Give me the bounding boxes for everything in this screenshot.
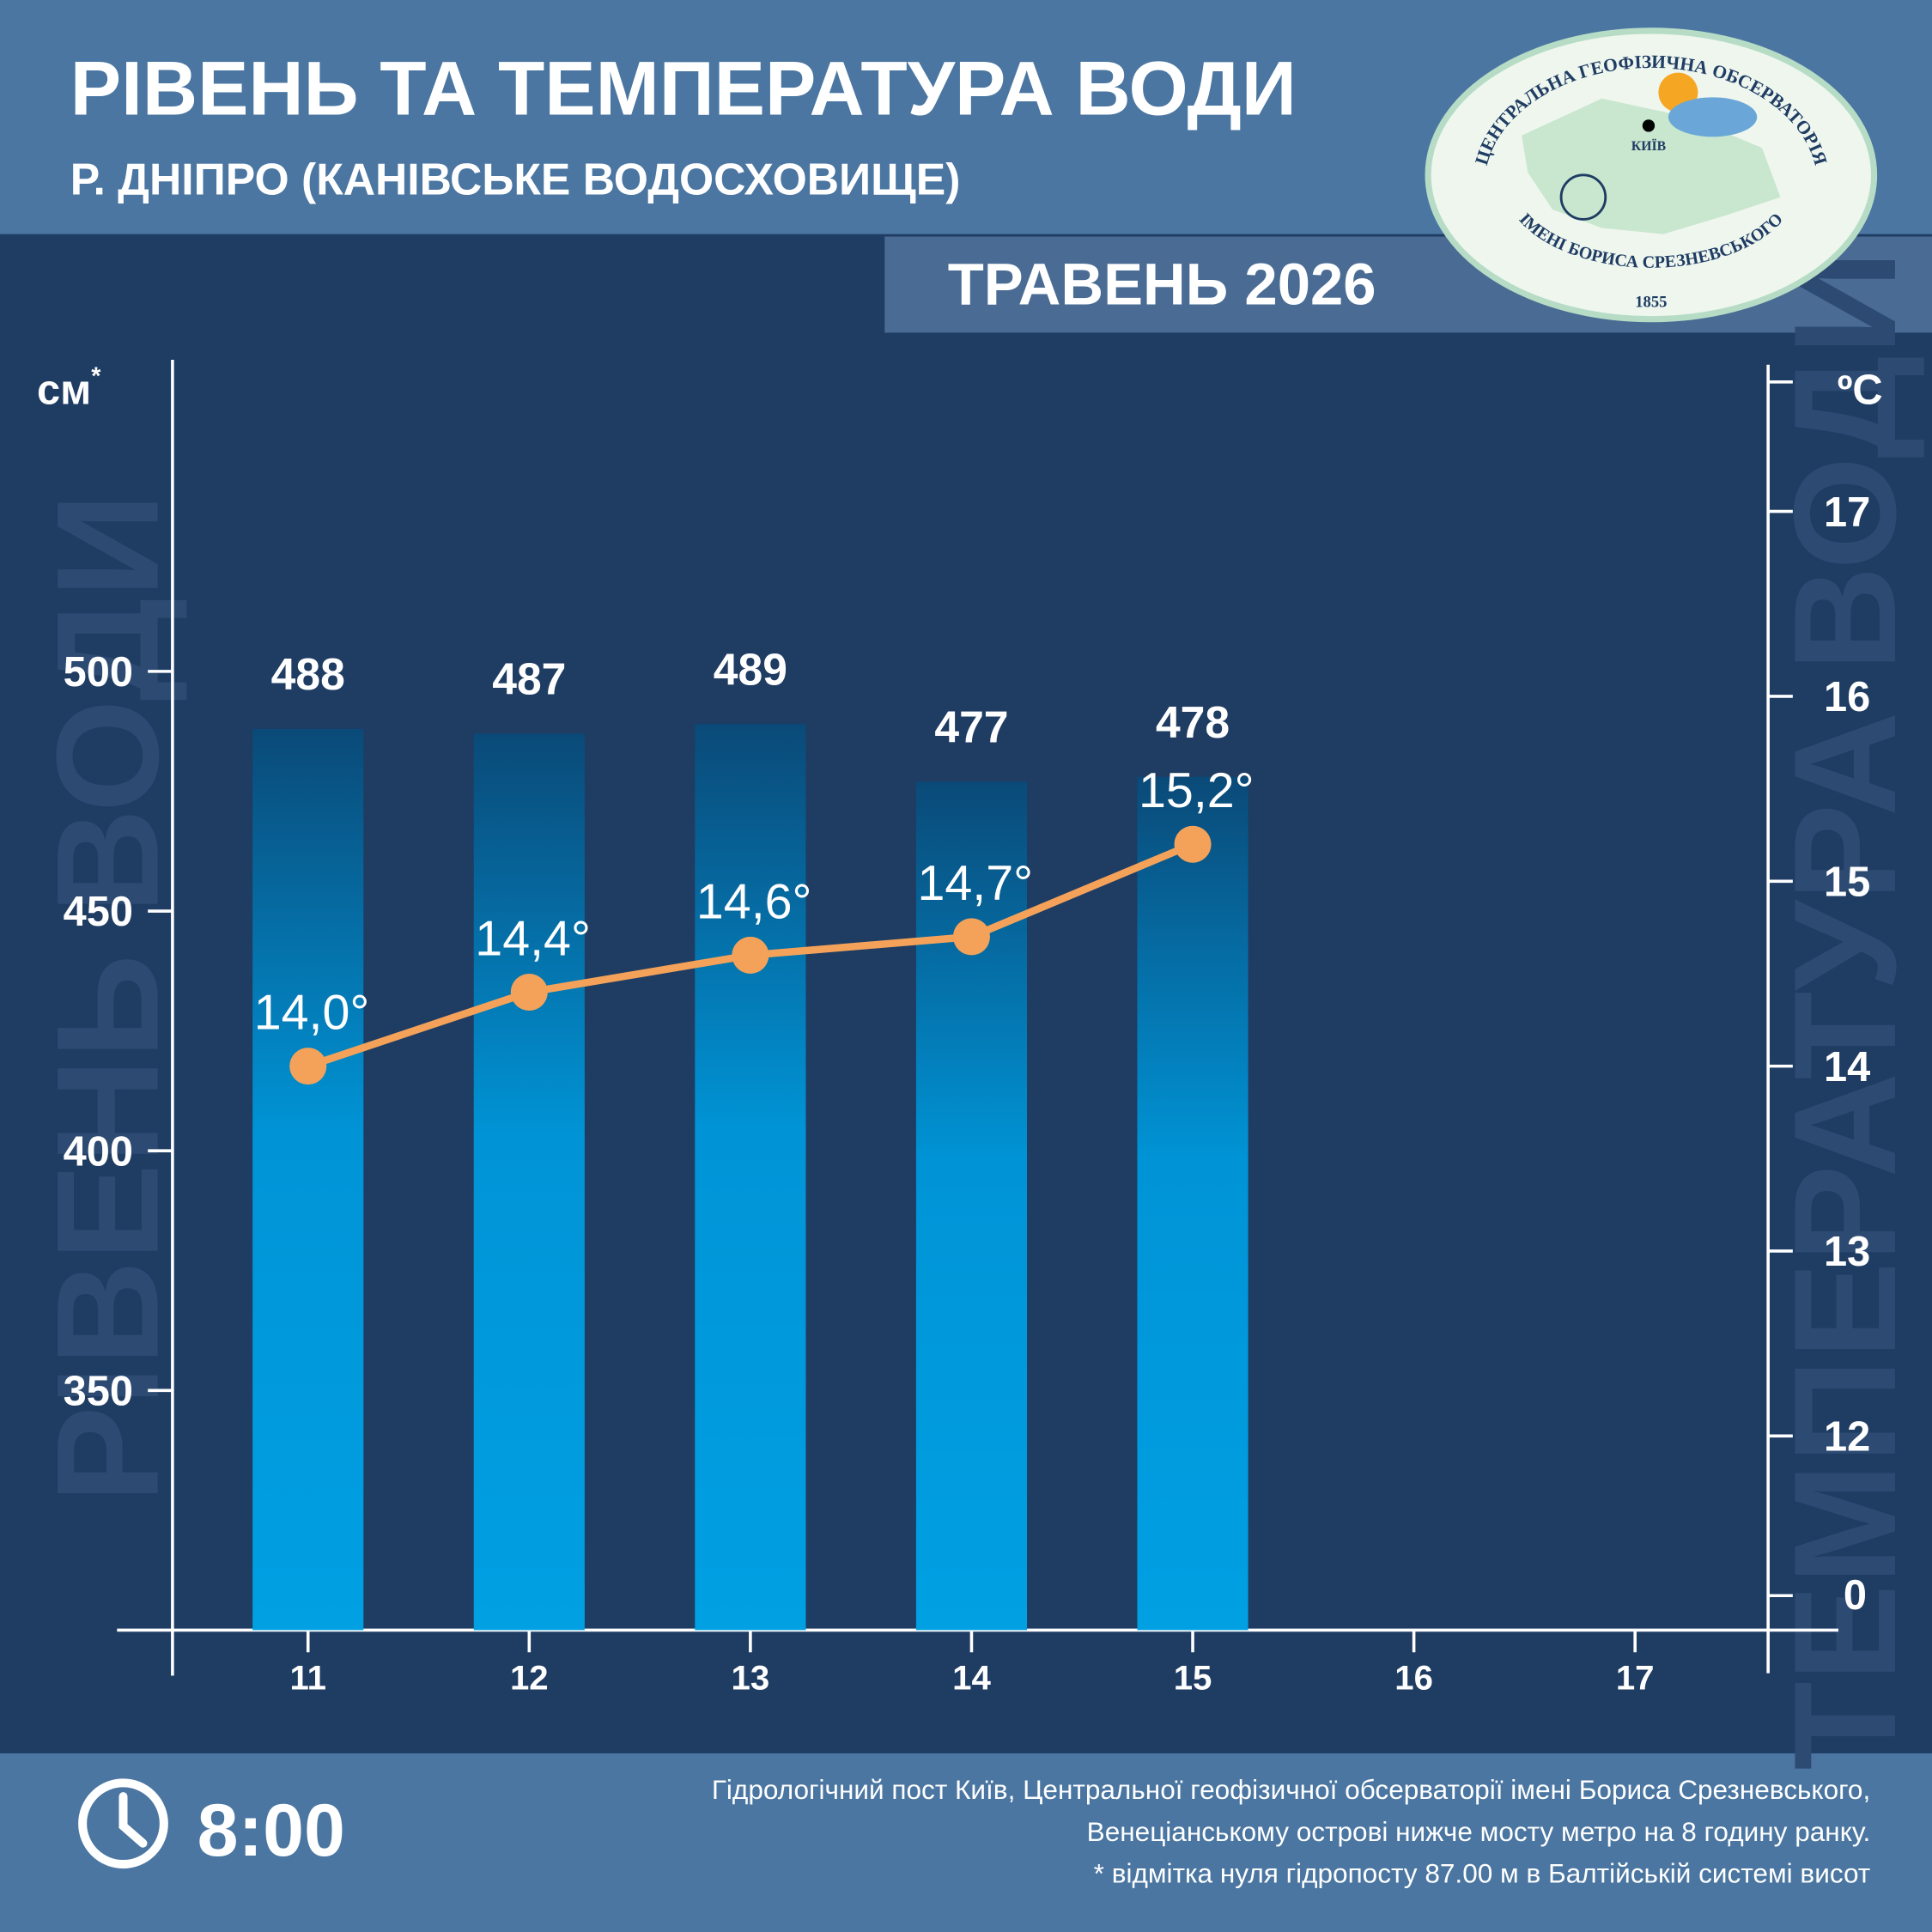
x-tick-label: 12 (510, 1658, 549, 1697)
temperature-label: 14,0° (254, 986, 370, 1041)
temperature-point (1174, 825, 1212, 863)
clock-icon (78, 1778, 168, 1869)
logo: КИЇВ ЦЕНТРАЛЬНА ГЕОФІЗИЧНА ОБСЕРВАТОРІЯ … (1425, 27, 1878, 323)
temperature-label: 15,2° (1139, 763, 1255, 818)
logo-year: 1855 (1635, 293, 1667, 311)
footer-band (0, 1753, 1932, 1932)
y-axis-label: см* (37, 363, 101, 414)
y2-watermark: ТЕМПЕРАТУРА ВОДИ (1764, 251, 1926, 1771)
y2-tick-label: 12 (1824, 1414, 1870, 1461)
chart-subtitle: Р. ДНІПРО (КАНІВСЬКЕ ВОДОСХОВИЩЕ) (70, 155, 961, 204)
x-tick-label: 15 (1174, 1658, 1212, 1697)
bar-value-label: 477 (934, 702, 1008, 751)
bar-value-label: 478 (1156, 697, 1230, 747)
x-tick-label: 17 (1616, 1658, 1655, 1697)
temperature-label: 14,7° (917, 856, 1033, 911)
y2-tick-label: 17 (1824, 489, 1870, 536)
chart-title: РІВЕНЬ ТА ТЕМПЕРАТУРА ВОДИ (70, 45, 1297, 131)
y-tick-label: 350 (64, 1369, 133, 1415)
bar (252, 728, 364, 1631)
logo-cloud (1668, 97, 1758, 137)
temperature-point (510, 973, 548, 1012)
x-tick-label: 16 (1394, 1658, 1433, 1697)
y-watermark: РІВЕНЬ ВОДИ (27, 493, 189, 1503)
y2-axis-label: ºC (1838, 368, 1883, 414)
x-tick-label: 11 (290, 1658, 326, 1697)
period: ТРАВЕНЬ 2026 (948, 251, 1376, 317)
y2-tick-label: 14 (1824, 1044, 1870, 1091)
y2-tick-label: 16 (1824, 674, 1870, 720)
temperature-point (732, 936, 769, 974)
y-unit-note: * (91, 363, 101, 391)
y-tick-label: 450 (64, 889, 133, 935)
temperature-point (952, 918, 990, 956)
bar-value-label: 487 (492, 654, 566, 704)
bar-value-label: 488 (271, 649, 345, 699)
y2-tick-label: 13 (1824, 1229, 1870, 1275)
footnote-line: Гідрологічний пост Київ, Центральної гео… (712, 1774, 1870, 1805)
clock-hands (118, 1792, 148, 1848)
y-unit: см (37, 368, 91, 414)
y2-break-label: 0 (1844, 1572, 1867, 1619)
time: 8:00 (197, 1789, 345, 1872)
temperature-label: 14,4° (475, 911, 591, 966)
footnote-line: * відмітка нуля гідропосту 87.00 м в Бал… (1094, 1858, 1871, 1889)
logo-dish (1559, 173, 1607, 221)
bar (695, 724, 806, 1631)
x-tick-label: 14 (952, 1658, 991, 1697)
bar-value-label: 489 (714, 644, 787, 694)
y2-tick-label: 15 (1824, 860, 1870, 906)
bar (473, 733, 585, 1631)
temperature-point (289, 1048, 327, 1085)
y-tick-label: 500 (64, 649, 133, 696)
x-tick-label: 13 (732, 1658, 770, 1697)
logo-city: КИЇВ (1631, 138, 1667, 154)
logo-kyiv-dot (1642, 119, 1656, 132)
y-tick-label: 400 (64, 1128, 133, 1175)
bar (1137, 776, 1249, 1631)
temperature-label: 14,6° (696, 874, 812, 929)
footnote-line: Венеціанському острові нижче мосту метро… (1087, 1816, 1871, 1847)
